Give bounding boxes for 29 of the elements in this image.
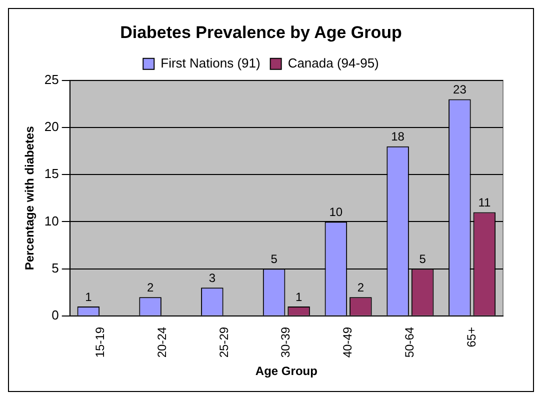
data-label: 18 — [391, 130, 405, 144]
data-label: 5 — [419, 252, 426, 266]
y-axis-title: Percentage with diabetes — [22, 126, 37, 270]
chart-title: Diabetes Prevalence by Age Group — [120, 22, 402, 42]
data-label: 2 — [357, 280, 364, 294]
legend-label: First Nations (91) — [160, 55, 260, 70]
y-tick-label: 25 — [44, 72, 59, 87]
x-tick-label: 65+ — [464, 326, 478, 348]
y-tick-label: 10 — [44, 213, 59, 228]
y-tick-label: 0 — [52, 307, 59, 322]
x-tick-label: 20-24 — [154, 326, 169, 358]
y-tick-label: 5 — [52, 260, 59, 276]
data-label: 5 — [270, 252, 278, 266]
x-tick-label: 40-49 — [340, 326, 355, 358]
data-label: 23 — [453, 82, 467, 97]
data-label: 11 — [478, 196, 491, 210]
data-label: 2 — [146, 280, 154, 294]
data-label: 1 — [85, 290, 92, 304]
x-tick-label: 15-19 — [93, 326, 108, 358]
y-tick-label: 20 — [44, 119, 59, 134]
x-tick-label: 25-29 — [216, 326, 231, 358]
data-label: 3 — [208, 270, 216, 285]
legend-label: Canada (94-95) — [288, 55, 379, 70]
x-axis-title: Age Group — [255, 364, 318, 378]
data-label: 10 — [329, 205, 343, 220]
data-label: 1 — [295, 290, 302, 304]
x-tick-label: 50-64 — [402, 326, 416, 358]
y-tick-label: 15 — [44, 166, 59, 182]
x-tick-label: 30-39 — [278, 326, 293, 358]
